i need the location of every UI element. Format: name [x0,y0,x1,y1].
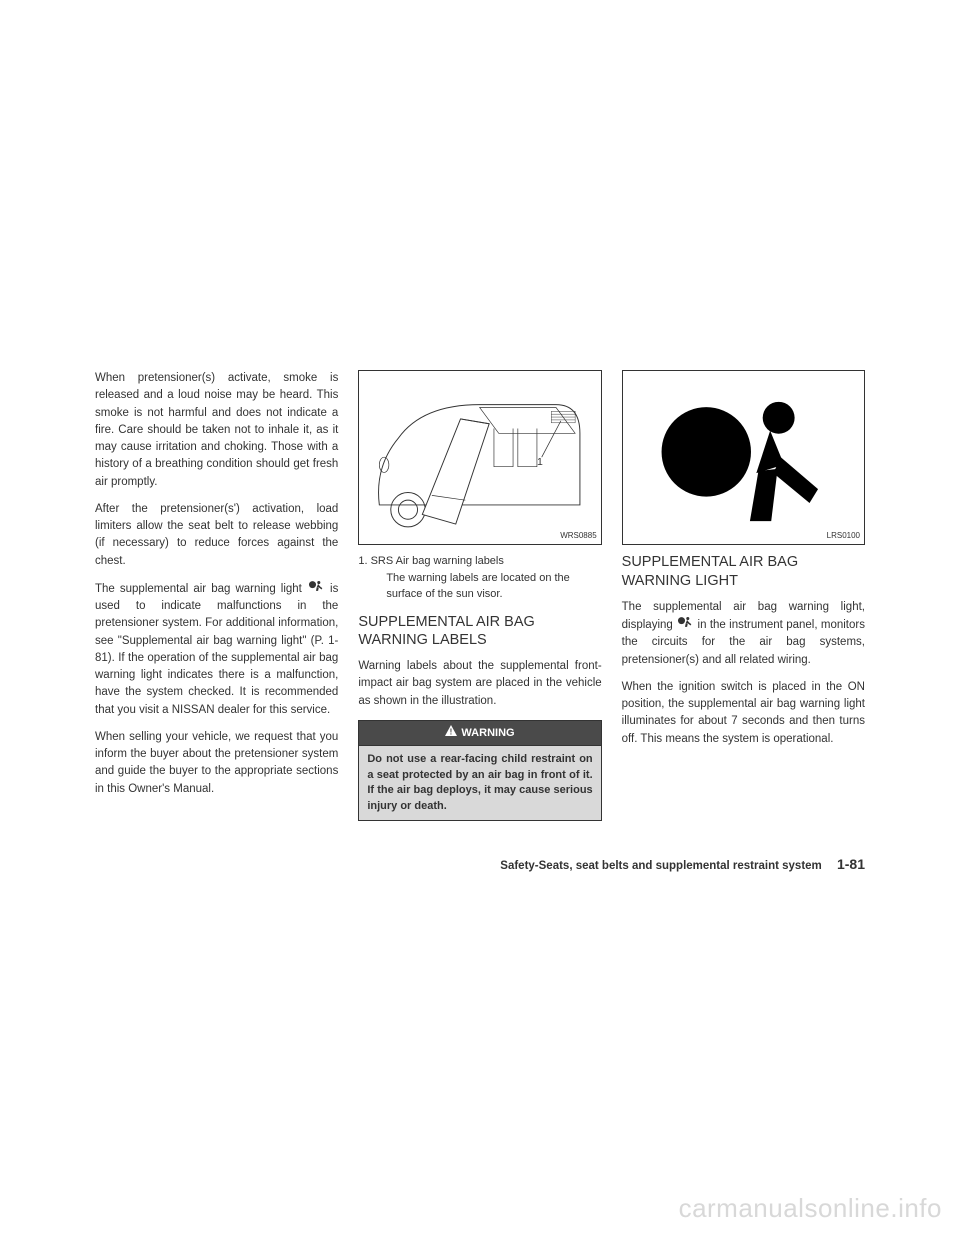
caption-num: 1. [358,555,367,567]
column-2: 1 WRS0885 1. SRS Air bag warning labels … [358,370,601,821]
warning-body: Do not use a rear-facing child restraint… [358,746,601,821]
figure-car-labels: 1 WRS0885 [358,370,601,545]
caption-desc: The warning labels are located on the su… [372,570,601,603]
para-1: When pretensioner(s) activate, smoke is … [95,370,338,491]
warning-box: ! WARNING Do not use a rear-facing child… [358,720,601,821]
warning-header: ! WARNING [358,720,601,747]
svg-text:!: ! [450,727,453,736]
col3-p1: The supplemental air bag warning light, … [622,599,865,669]
figure-id-2: LRS0100 [827,530,860,542]
heading-light: SUPPLEMENTAL AIR BAG WARNING LIGHT [622,553,865,591]
svg-text:1: 1 [537,456,543,468]
warning-label: WARNING [461,725,514,742]
figure-id-1: WRS0885 [560,530,596,542]
car-illustration: 1 [365,375,594,539]
airbag-warning-illustration [647,388,840,526]
para-4: When selling your vehicle, we request th… [95,729,338,798]
caption-title: SRS Air bag warning labels [371,555,504,567]
heading-labels: SUPPLEMENTAL AIR BAG WARNING LABELS [358,613,601,651]
para-2: After the pretensioner(s') activation, l… [95,501,338,570]
para-3: The supplemental air bag warning light i… [95,580,338,719]
para-3b: is used to indicate malfunctions in the … [95,583,338,716]
col2-p1: Warning labels about the supplemental fr… [358,658,601,710]
column-1: When pretensioner(s) activate, smoke is … [95,370,338,821]
col3-p2: When the ignition switch is placed in th… [622,679,865,748]
footer-page-num: 1-81 [837,856,865,872]
para-3a: The supplemental air bag warning light [95,583,307,595]
page-footer: Safety-Seats, seat belts and supplementa… [500,856,865,872]
column-3: LRS0100 SUPPLEMENTAL AIR BAG WARNING LIG… [622,370,865,821]
watermark: carmanualsonline.info [679,1193,942,1224]
footer-label: Safety-Seats, seat belts and supplementa… [500,860,821,872]
airbag-icon [678,616,692,634]
page-content: When pretensioner(s) activate, smoke is … [95,370,865,821]
warning-triangle-icon: ! [445,725,457,742]
caption-item: 1. SRS Air bag warning labels The warnin… [358,553,601,603]
figure-airbag-light: LRS0100 [622,370,865,545]
airbag-icon [309,580,323,598]
